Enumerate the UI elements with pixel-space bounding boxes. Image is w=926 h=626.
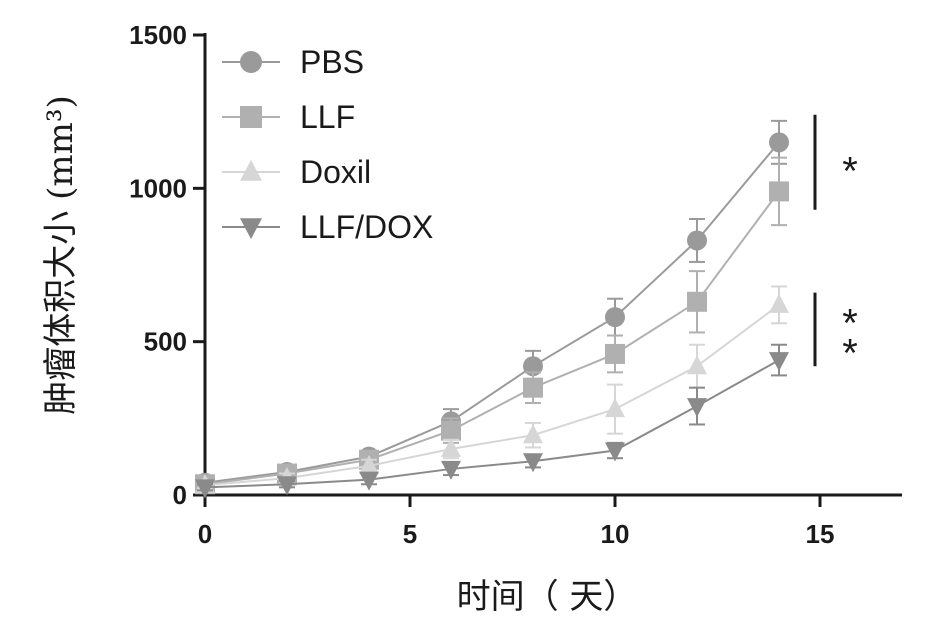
- significance-marker: *: [813, 114, 858, 210]
- series-doxil: [195, 285, 789, 494]
- legend-item: LLF/DOX: [222, 209, 433, 245]
- data-point: [359, 454, 379, 474]
- legend: PBS LLF Doxil LLF/DOX: [222, 44, 433, 245]
- data-point: [441, 420, 461, 441]
- significance-annotations: ** *: [813, 114, 858, 375]
- legend-marker: [240, 51, 262, 73]
- series-line: [204, 304, 780, 487]
- data-point: [769, 352, 789, 372]
- y-tick-label: 500: [144, 327, 187, 357]
- series-llf: [195, 156, 789, 495]
- x-tick-label: 0: [198, 519, 212, 549]
- data-point: [277, 476, 297, 496]
- legend-marker: [240, 106, 262, 128]
- legend-marker: [240, 159, 262, 181]
- significance-marker: * *: [813, 292, 858, 375]
- x-tick-label: 10: [601, 519, 630, 549]
- data-point: [769, 181, 789, 202]
- legend-label: LLF: [300, 99, 355, 135]
- legend-item: LLF: [222, 99, 355, 135]
- y-tick-label: 1000: [129, 173, 187, 203]
- data-point: [523, 424, 543, 444]
- data-point: [523, 356, 543, 377]
- data-point: [359, 471, 379, 491]
- series-line: [204, 359, 780, 489]
- axes: 0 500 1000 1500 0 5 10 15: [129, 20, 902, 549]
- y-tick-label: 0: [173, 480, 187, 510]
- series-line: [204, 190, 780, 486]
- series-layer: [195, 119, 789, 499]
- legend-label: Doxil: [300, 154, 371, 190]
- data-point: [605, 307, 625, 328]
- significance-star: *: [842, 149, 858, 193]
- series-line: [204, 141, 780, 484]
- data-point: [605, 398, 625, 418]
- significance-stars: * *: [842, 301, 858, 375]
- y-axis-title: 肿瘤体积大小 (mm³): [41, 95, 81, 414]
- data-point: [687, 230, 707, 251]
- x-tick-label: 15: [806, 519, 835, 549]
- legend-label: PBS: [300, 44, 364, 80]
- data-point: [769, 132, 789, 153]
- data-point: [769, 293, 789, 313]
- data-point: [441, 460, 461, 480]
- legend-label: LLF/DOX: [300, 209, 433, 245]
- data-point: [523, 377, 543, 398]
- data-point: [687, 398, 707, 418]
- data-point: [195, 479, 215, 499]
- data-point: [687, 355, 707, 375]
- data-point: [687, 291, 707, 312]
- data-point: [605, 442, 625, 462]
- series-llf-dox: [195, 343, 789, 499]
- x-axis-title: 时间（ 天）: [457, 577, 638, 617]
- data-point: [441, 438, 461, 457]
- data-point: [523, 453, 543, 473]
- data-point: [605, 343, 625, 364]
- legend-item: PBS: [222, 44, 364, 80]
- legend-marker: [240, 218, 262, 240]
- legend-item: Doxil: [222, 154, 371, 190]
- x-tick-label: 5: [403, 519, 417, 549]
- y-tick-label: 1500: [129, 20, 187, 50]
